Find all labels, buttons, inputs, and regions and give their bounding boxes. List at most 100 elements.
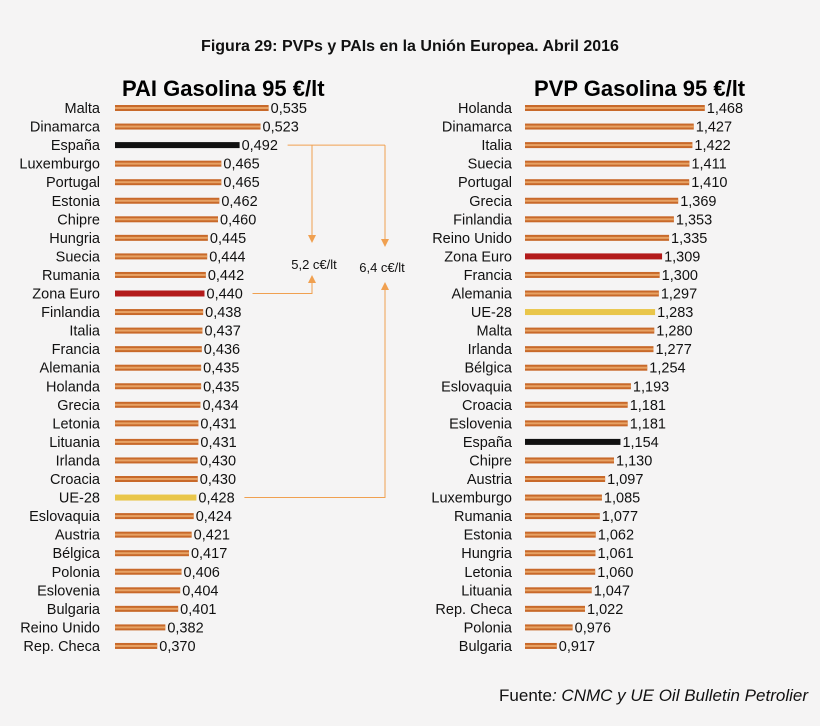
pvp-bar-stripe xyxy=(525,515,600,518)
pvp-category-label: Luxemburgo xyxy=(431,491,512,507)
pai-bar xyxy=(115,494,197,501)
pai-bar-stripe xyxy=(115,181,222,184)
pvp-category-label: Estonia xyxy=(464,528,513,544)
pai-bar-stripe xyxy=(115,255,208,258)
pvp-bar-stripe xyxy=(525,589,592,592)
pai-value-label: 0,401 xyxy=(180,602,216,618)
pvp-bar-stripe xyxy=(525,199,679,202)
pvp-bar-stripe xyxy=(525,644,557,647)
pai-bar-stripe xyxy=(115,385,202,388)
pvp-value-label: 1,283 xyxy=(657,305,693,321)
pvp-category-label: Suecia xyxy=(468,157,513,173)
pai-value-label: 0,434 xyxy=(202,398,238,414)
pai-bar-stripe xyxy=(115,459,198,462)
pai-category-label: Malta xyxy=(65,101,101,117)
pvp-bar-stripe xyxy=(525,107,705,109)
source-text: : CNMC y UE Oil Bulletin Petrolier xyxy=(551,686,808,705)
pvp-value-label: 0,976 xyxy=(575,620,611,636)
pai-bar-stripe xyxy=(115,273,206,276)
pvp-value-label: 1,309 xyxy=(664,249,700,265)
pai-category-label: Rumania xyxy=(42,268,101,284)
pvp-bar-stripe xyxy=(525,403,628,406)
pvp-bar-stripe xyxy=(525,144,693,147)
pvp-category-label: Finlandia xyxy=(453,212,513,228)
pai-bar-stripe xyxy=(115,515,194,518)
pvp-category-label: Eslovenia xyxy=(449,416,513,432)
pvp-bar-stripe xyxy=(525,385,631,388)
pai-value-label: 0,445 xyxy=(210,231,246,247)
pvp-bar-stripe xyxy=(525,218,674,221)
pvp-value-label: 1,130 xyxy=(616,453,652,469)
pvp-value-label: 1,097 xyxy=(607,472,643,488)
pvp-value-label: 1,369 xyxy=(680,194,716,210)
pvp-bar-stripe xyxy=(525,552,596,555)
pai-category-label: Eslovenia xyxy=(37,583,101,599)
pvp-value-label: 1,410 xyxy=(691,175,727,191)
pvp-category-label: Croacia xyxy=(462,398,513,414)
pvp-category-label: Rumania xyxy=(454,509,513,525)
pai-bar xyxy=(115,142,240,149)
pvp-category-label: Reino Unido xyxy=(432,231,512,247)
left-chart-title: PAI Gasolina 95 €/lt xyxy=(122,76,325,101)
pai-category-label: Holanda xyxy=(46,379,101,395)
pvp-category-label: Zona Euro xyxy=(444,249,512,265)
pvp-category-label: Austria xyxy=(467,472,513,488)
pai-bar-stripe xyxy=(115,311,204,314)
pai-category-label: UE-28 xyxy=(59,491,100,507)
pvp-value-label: 1,422 xyxy=(694,138,730,154)
pai-value-label: 0,535 xyxy=(271,101,307,117)
pai-category-label: Eslovaquia xyxy=(29,509,101,525)
pvp-chart: Holanda 1,468 Dinamarca 1,427 Italia 1,422 Sue… xyxy=(431,101,743,655)
pvp-value-label: 1,181 xyxy=(630,398,666,414)
pvp-bar-stripe xyxy=(525,292,659,295)
pvp-value-label: 1,181 xyxy=(630,416,666,432)
pai-value-label: 0,437 xyxy=(204,324,240,340)
pvp-value-label: 1,280 xyxy=(656,324,692,340)
pai-category-label: Suecia xyxy=(56,249,101,265)
pvp-bar-stripe xyxy=(525,607,585,610)
pvp-value-label: 1,077 xyxy=(602,509,638,525)
pvp-bar-stripe xyxy=(525,236,670,239)
figure-title: Figura 29: PVPs y PAIs en la Unión Europ… xyxy=(201,38,619,55)
pvp-category-label: Hungria xyxy=(461,546,513,562)
pai-value-label: 0,430 xyxy=(200,472,236,488)
pai-value-label: 0,430 xyxy=(200,453,236,469)
pvp-value-label: 1,061 xyxy=(597,546,633,562)
pvp-value-label: 1,335 xyxy=(671,231,707,247)
pai-bar-stripe xyxy=(115,218,218,221)
pvp-value-label: 1,411 xyxy=(691,157,726,173)
difference-ue28-label: 6,4 c€/lt xyxy=(359,260,405,275)
pvp-category-label: Francia xyxy=(464,268,513,284)
pai-category-label: Italia xyxy=(69,324,101,340)
pvp-category-label: Italia xyxy=(481,138,513,154)
pai-category-label: Estonia xyxy=(52,194,101,210)
pvp-category-label: Chipre xyxy=(469,453,512,469)
pai-value-label: 0,431 xyxy=(200,435,236,451)
pvp-bar xyxy=(525,438,621,445)
pvp-bar xyxy=(525,253,663,260)
pai-value-label: 0,438 xyxy=(205,305,241,321)
pai-value-label: 0,465 xyxy=(223,175,259,191)
difference-zona-euro-label: 5,2 c€/lt xyxy=(291,257,337,272)
pai-value-label: 0,382 xyxy=(167,620,203,636)
pai-category-label: Grecia xyxy=(57,398,101,414)
pai-value-label: 0,460 xyxy=(220,212,256,228)
pai-value-label: 0,523 xyxy=(263,120,299,136)
pai-bar-stripe xyxy=(115,607,179,610)
pai-value-label: 0,442 xyxy=(208,268,244,284)
pvp-category-label: Lituania xyxy=(461,583,513,599)
pai-chart: Malta 0,535 Dinamarca 0,523 España 0,492 Luxem… xyxy=(19,101,307,655)
pvp-bar-stripe xyxy=(525,348,654,351)
pvp-category-label: Grecia xyxy=(469,194,513,210)
pai-bar-stripe xyxy=(115,478,198,480)
pai-bar-stripe xyxy=(115,644,158,647)
pai-value-label: 0,428 xyxy=(198,491,234,507)
pai-value-label: 0,492 xyxy=(242,138,278,154)
pai-category-label: Bélgica xyxy=(52,546,100,562)
pvp-category-label: Malta xyxy=(477,324,513,340)
pvp-category-label: Irlanda xyxy=(468,342,513,358)
pai-category-label: Francia xyxy=(52,342,101,358)
arrow-from-zona-euro xyxy=(252,275,316,294)
pvp-value-label: 1,085 xyxy=(604,491,640,507)
pai-category-label: Hungria xyxy=(49,231,101,247)
